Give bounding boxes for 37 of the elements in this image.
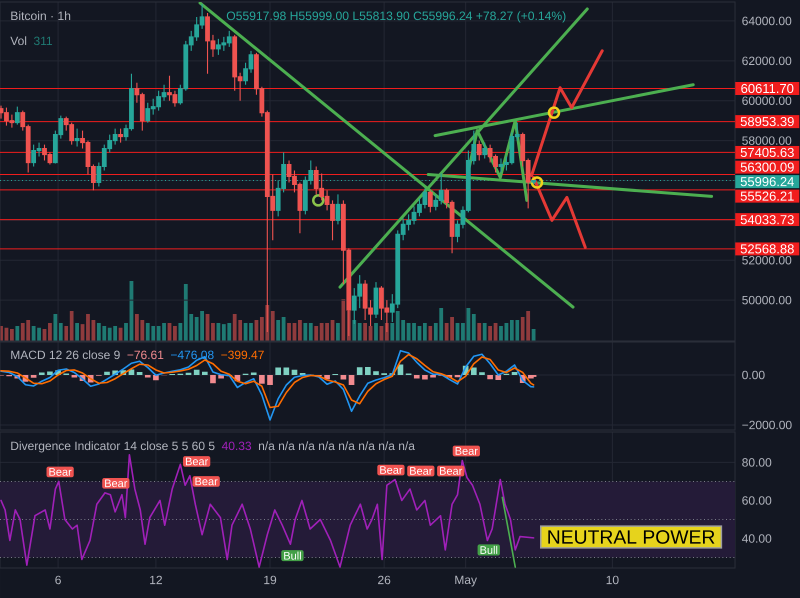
text: MACD 12 26 close 9 — [11, 350, 120, 360]
series-label: −476.08 — [171, 350, 214, 360]
x-tick-label: 6 — [55, 576, 61, 584]
text: n/a n/a n/a n/a n/a n/a n/a n/a — [258, 441, 415, 450]
ref-line-label: 58953.39 — [740, 116, 794, 126]
y-tick-label: 62000.00 — [742, 56, 792, 66]
ref-line-label: 60611.70 — [741, 84, 794, 94]
y-tick-label: 80.00 — [742, 458, 772, 467]
series-label: −399.47 — [221, 350, 264, 360]
y-tick-label: 40.00 — [742, 534, 772, 543]
annotation: NEUTRAL POWER — [548, 530, 714, 544]
chart-title: Vol — [10, 36, 26, 46]
y-tick-label: 60.00 — [742, 496, 772, 505]
ref-line-label: 56300.09 — [740, 162, 794, 172]
y-tick-label: 60000.00 — [742, 96, 792, 105]
y-tick-label: 58000.00 — [742, 136, 792, 145]
y-tick-label: 50000.00 — [742, 296, 792, 304]
x-tick-label: 12 — [150, 576, 162, 584]
x-tick-label: May — [455, 576, 477, 586]
y-tick-label: 52000.00 — [742, 256, 792, 264]
x-tick-label: 26 — [378, 576, 390, 584]
ref-line-label: 55526.21 — [740, 192, 794, 201]
y-tick-label: 0.00 — [742, 370, 765, 380]
text: 40.33 — [222, 442, 252, 450]
text: Bitcoin · 1h — [11, 11, 70, 20]
text: Divergence Indicator 14 close 5 5 60 5 — [11, 441, 215, 452]
chart-subtitle: 311 — [34, 36, 52, 46]
x-tick-label: 19 — [264, 576, 276, 584]
text: O55917.98 H55999.00 L55813.90 C55996.24 +78.27 (+0.14%) — [226, 11, 566, 22]
y-tick-label: 64000.00 — [742, 16, 792, 26]
ref-line-label: 57405.63 — [740, 148, 794, 158]
y-tick-label: −2000.00 — [742, 420, 792, 430]
ref-line-label: 54033.73 — [740, 215, 794, 224]
ref-line-label: 55996.24 — [740, 177, 794, 186]
series-label: −76.61 — [127, 350, 164, 360]
x-tick-label: 10 — [606, 576, 619, 584]
ref-line-label: 52568.88 — [740, 244, 794, 254]
